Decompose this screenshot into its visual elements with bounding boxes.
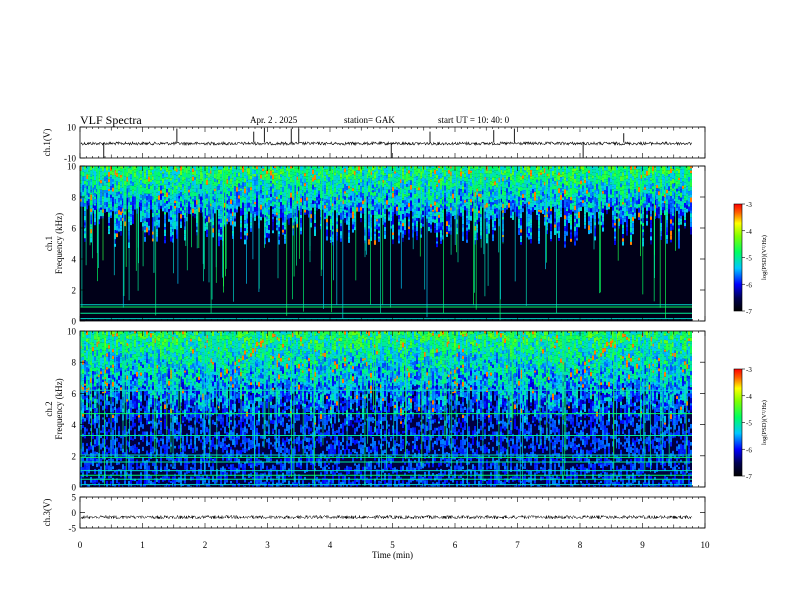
ch3-waveform-ylabel: ch.3(V)	[42, 499, 52, 527]
ch1-spectrogram-image	[80, 166, 705, 321]
ch1-spectrogram-ytick-2: 4	[72, 255, 77, 265]
ch3-waveform-ytick-1: 0	[72, 508, 77, 518]
ch1-waveform-panel: 10 -10 ch.1(V)	[42, 123, 706, 164]
ch1-waveform-ytick-1: -10	[64, 154, 76, 164]
xtick-5: 5	[390, 540, 395, 550]
ch2-spectrogram-panel: 0 2 4 6 8 10 ch.2Frequency (kHz)	[44, 327, 706, 493]
ch2-colorbar-tick-4: -7	[746, 473, 752, 481]
ch2-spectrogram-ytick-5: 10	[67, 327, 77, 337]
xtick-4: 4	[328, 540, 333, 550]
ch3-waveform-ytick-2: -5	[69, 524, 77, 534]
xtick-10: 10	[701, 540, 711, 550]
ch1-colorbar-tick-4: -7	[746, 308, 752, 316]
ch2-spectrogram-ytick-4: 8	[72, 358, 77, 368]
ch1-colorbar-tick-2: -5	[746, 255, 752, 263]
ch3-waveform-trace	[80, 514, 693, 520]
ch1-spectrogram-ytick-5: 10	[67, 162, 77, 172]
xtick-2: 2	[203, 540, 208, 550]
ch2-spectrogram-ytick-0: 0	[72, 483, 77, 493]
x-axis-label: Time (min)	[372, 550, 413, 560]
ch1-spectrogram-ytick-3: 6	[72, 224, 77, 234]
xtick-0: 0	[78, 540, 83, 550]
xtick-7: 7	[515, 540, 520, 550]
ch1-spectrogram-panel: 0 2 4 6 8 10 ch.1Frequency (kHz)	[44, 162, 706, 327]
ch1-spectrogram-ytick-0: 0	[72, 317, 77, 327]
xtick-8: 8	[578, 540, 583, 550]
ch2-colorbar-tick-3: -6	[746, 446, 752, 454]
date-label: Apr. 2 . 2025	[250, 115, 298, 125]
ch1-colorbar-tick-1: -4	[746, 228, 752, 236]
time-axis: 0 1 2 3 4 5 6 7 8 9 10 Time (min)	[78, 540, 710, 560]
ch2-spectrogram-ylabel: ch.2Frequency (kHz)	[44, 378, 64, 439]
ch1-spectrogram-ytick-1: 2	[72, 286, 77, 296]
start-ut-label: start UT = 10: 40: 0	[438, 115, 510, 125]
ch2-colorbar-tick-0: -3	[746, 366, 752, 374]
ch1-spectrogram-ytick-4: 8	[72, 193, 77, 203]
xtick-6: 6	[453, 540, 458, 550]
ch2-spectrogram-ytick-2: 4	[72, 420, 77, 430]
xtick-1: 1	[140, 540, 145, 550]
ch1-waveform-trace	[80, 140, 693, 147]
ch1-waveform-ylabel: ch.1(V)	[42, 129, 52, 157]
ch2-colorbar-scale	[733, 368, 743, 477]
ch2-colorbar: -3 -4 -5 -6 -7 log(PSD)(V²/Hz)	[733, 366, 768, 481]
ch3-waveform-panel: 5 0 -5 ch.3(V)	[42, 493, 706, 534]
ch1-colorbar-tick-0: -3	[746, 201, 752, 209]
ch1-waveform-ytick-0: 10	[67, 123, 77, 133]
xtick-9: 9	[640, 540, 645, 550]
ch1-spectrogram-ylabel: ch.1Frequency (kHz)	[44, 213, 64, 274]
ch2-spectrogram-ytick-3: 6	[72, 389, 77, 399]
ch2-colorbar-tick-1: -4	[746, 393, 752, 401]
ch1-colorbar-label: log(PSD)(V²/Hz)	[761, 235, 768, 280]
ch2-colorbar-label: log(PSD)(V²/Hz)	[761, 400, 768, 445]
ch2-spectrogram-ytick-1: 2	[72, 451, 77, 461]
ch2-colorbar-tick-2: -5	[746, 420, 752, 428]
ch1-colorbar-scale	[733, 203, 743, 312]
station-label: station= GAK	[344, 115, 395, 125]
xtick-3: 3	[265, 540, 270, 550]
ch2-spectrogram-image	[80, 331, 705, 487]
figure-title: VLF Spectra	[80, 113, 142, 127]
ch3-waveform-ytick-0: 5	[72, 493, 77, 503]
ch1-colorbar-tick-3: -6	[746, 281, 752, 289]
ch1-colorbar: -3 -4 -5 -6 -7 log(PSD)(V²/Hz)	[733, 201, 768, 316]
